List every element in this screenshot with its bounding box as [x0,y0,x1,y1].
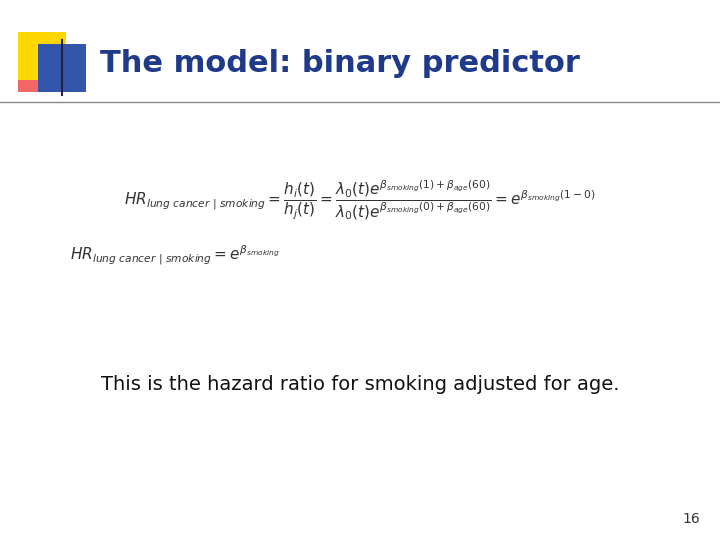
Bar [38,44,86,92]
Text: 16: 16 [683,512,700,526]
Text: $\mathit{HR}_{\mathit{lung\ cancer\ |\ smoking}}= \dfrac{\mathit{h}_i(t)}{\mathi: $\mathit{HR}_{\mathit{lung\ cancer\ |\ s… [125,178,595,222]
Text: The model: binary predictor: The model: binary predictor [100,50,580,78]
Text: This is the hazard ratio for smoking adjusted for age.: This is the hazard ratio for smoking adj… [101,375,619,395]
Bar [18,32,66,80]
Text: $\mathit{HR}_{\mathit{lung\ cancer\ |\ smoking}}= e^{\beta_{\mathit{smoking}}}$: $\mathit{HR}_{\mathit{lung\ cancer\ |\ s… [70,243,280,267]
Bar [18,58,50,92]
